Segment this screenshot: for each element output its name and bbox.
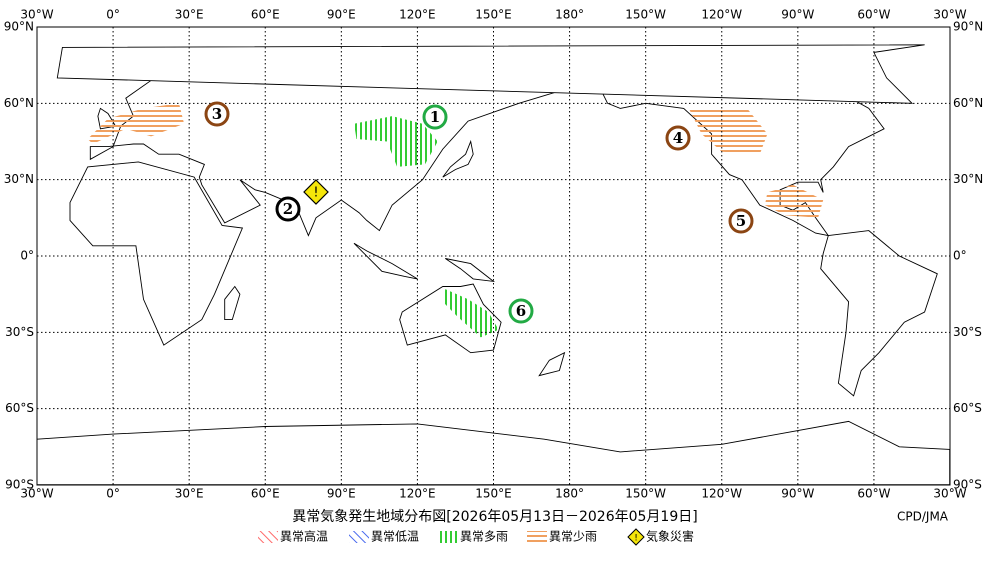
legend-label: 異常多雨 [460,530,508,544]
legend: 異常高温 異常低温 異常多雨 異常少雨! 気象災害 [258,528,694,546]
land-japan [442,139,474,178]
lon-label-bottom: 120°E [399,487,436,501]
lon-label-bottom: 0° [106,487,120,501]
marker-circle [422,104,448,130]
marker-number: 4 [673,129,683,147]
lat-label-left: 90°N [4,20,34,34]
marker-number: 5 [736,212,746,230]
lat-label-right: 30°N [953,172,983,186]
legend-label: 異常少雨 [549,530,597,544]
anomaly-region [87,103,185,144]
land-newguinea [445,258,496,283]
marker-number: 1 [430,108,440,126]
lon-label-bottom: 60°W [857,487,890,501]
lon-label-bottom: 150°W [625,487,666,501]
lat-label-right: 90°N [953,20,983,34]
lon-label-bottom: 90°E [327,487,356,501]
lon-label-bottom: 30°W [20,487,53,501]
lon-label-top: 90°W [781,8,814,22]
event-markers: 1 2 3 4 5 6! [204,101,754,324]
lon-label-bottom: 30°W [933,487,966,501]
legend-label: 異常低温 [371,530,419,544]
lon-label-top: 150°E [475,8,512,22]
grid-layer [37,27,950,485]
marker-number: 6 [516,302,526,320]
hazard-icon [303,179,329,205]
lat-label-left: 30°S [5,325,34,339]
lon-label-bottom: 180° [555,487,584,501]
lon-label-top: 60°E [251,8,280,22]
land-layer [36,44,951,486]
lon-label-top: 180° [555,8,584,22]
lon-label-top: 0° [106,8,120,22]
land-southamerica [820,230,938,397]
anomaly-region [764,184,824,218]
lon-label-top: 30°W [933,8,966,22]
lon-label-top: 90°E [327,8,356,22]
legend-hazard-icon [627,528,645,546]
lat-label-right: 60°N [953,96,983,110]
legend-swatch [438,531,458,543]
lon-label-bottom: 150°E [475,487,512,501]
legend-swatch [527,531,547,543]
credit: CPD/JMA [897,510,949,524]
lon-label-bottom: 60°E [251,487,280,501]
marker-circle [204,101,230,127]
lon-label-top: 120°W [701,8,742,22]
hazard-symbol: ! [313,186,318,201]
lat-label-left: 60°S [5,401,34,415]
land-australia [399,283,502,354]
map-frame [36,26,951,486]
land-greenland [56,44,925,104]
lon-label-bottom: 90°W [781,487,814,501]
lat-label-left: 0° [20,249,34,263]
lon-label-bottom: 120°W [701,487,742,501]
lat-label-right: 90°S [953,478,982,492]
lat-label-right: 0° [953,249,967,263]
anomaly-region [688,108,768,155]
marker-number: 3 [212,105,222,123]
lon-label-top: 60°W [857,8,890,22]
legend-hazard-symbol: ! [634,534,638,544]
marker-circle [728,208,754,234]
lat-label-right: 60°S [953,401,982,415]
axis-labels: 30°W30°W0°0°30°E30°E60°E60°E90°E90°E120°… [4,8,984,501]
marker-circle [508,298,534,324]
legend-label: 異常高温 [280,529,328,544]
land-indonesia [353,242,418,280]
lon-label-top: 150°W [625,8,666,22]
anomaly-layer [87,103,824,338]
marker-number: 2 [283,200,293,218]
land-newzealand [538,351,566,377]
lon-label-top: 30°E [175,8,204,22]
lat-label-left: 60°N [4,96,34,110]
lat-label-left: 90°S [5,478,34,492]
legend-swatch [349,531,369,543]
lon-label-top: 120°E [399,8,436,22]
anomaly-region [354,116,438,167]
map-title: 異常気象発生地域分布図[2026年05月13日－2026年05月19日] [292,509,697,525]
lon-label-bottom: 30°E [175,487,204,501]
lon-label-top: 30°W [20,8,53,22]
anomaly-region [442,289,499,338]
lat-label-left: 30°N [4,172,34,186]
marker-circle [275,196,301,222]
lat-label-right: 30°S [953,325,982,339]
legend-swatch [258,531,278,543]
marker-circle [665,125,691,151]
land-madagascar [224,285,241,321]
legend-label: 気象災害 [646,529,694,544]
